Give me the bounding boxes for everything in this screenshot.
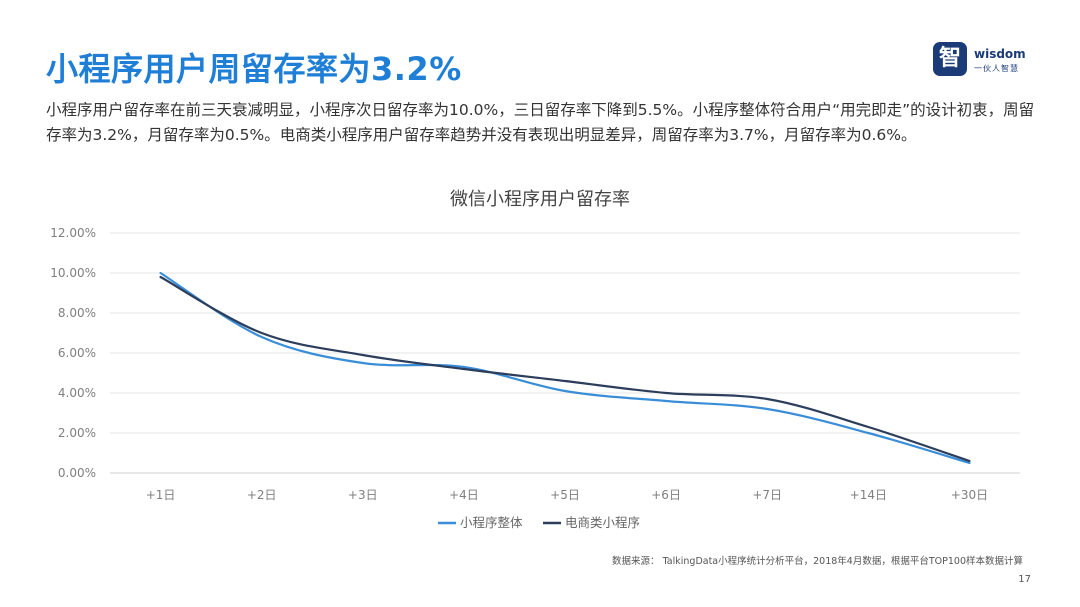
x-tick-label: +7日 [752,488,782,502]
page-number: 17 [1018,574,1031,585]
y-tick-label: 8.00% [58,306,96,320]
x-tick-label: +5日 [550,488,580,502]
series-line-1 [159,271,971,465]
y-tick-label: 2.00% [58,426,96,440]
y-tick-label: 0.00% [58,466,96,480]
x-tick-label: +30日 [951,488,988,502]
x-tick-label: +14日 [850,488,887,502]
brand-logo: 智 wisdom 一伙人智慧 [933,42,1033,82]
logo-wordmark: wisdom [974,47,1026,61]
logo-tagline: 一伙人智慧 [974,64,1019,73]
legend-label: 电商类小程序 [565,515,640,530]
chart-title: 微信小程序用户留存率 [450,189,630,210]
x-tick-label: +1日 [146,488,176,502]
data-source-note: 数据来源： TalkingData小程序统计分析平台，2018年4月数据，根据平… [612,556,1023,567]
x-tick-label: +6日 [651,488,681,502]
x-tick-label: +4日 [449,488,479,502]
logo-icon: 智 [933,42,967,76]
y-tick-label: 6.00% [58,346,96,360]
y-tick-label: 10.00% [50,266,96,280]
y-tick-label: 12.00% [50,226,96,240]
x-tick-label: +3日 [348,488,378,502]
page-title: 小程序用户周留存率为3.2% [46,50,462,88]
retention-line-chart: 微信小程序用户留存率 0.00% 2.00% 4.00% 6.00% 8.00% 10.0… [50,189,1020,530]
legend-label: 小程序整体 [460,515,523,530]
summary-text: 小程序用户留存率在前三天衰减明显，小程序次日留存率为10.0%，三日留存率下降到… [46,101,1035,144]
y-tick-label: 4.00% [58,386,96,400]
x-tick-label: +2日 [247,488,277,502]
